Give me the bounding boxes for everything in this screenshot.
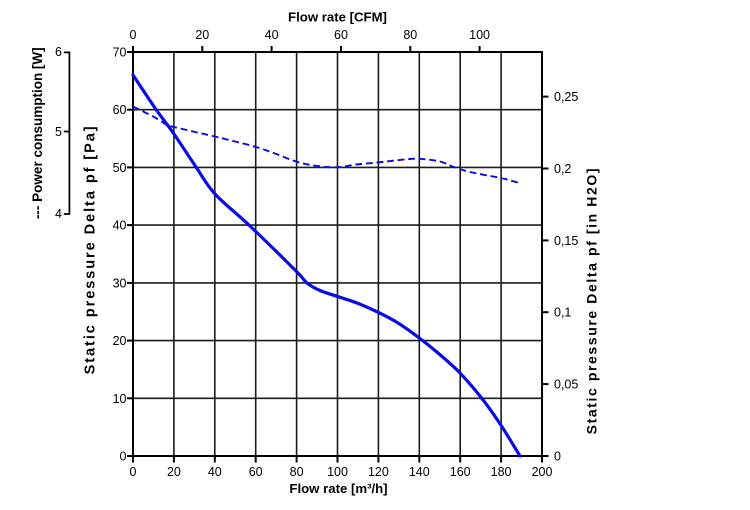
svg-text:100: 100 bbox=[469, 28, 490, 42]
svg-text:0: 0 bbox=[120, 450, 127, 464]
svg-text:0,2: 0,2 bbox=[554, 162, 571, 176]
svg-text:0,1: 0,1 bbox=[554, 306, 571, 320]
svg-text:20: 20 bbox=[167, 465, 181, 479]
svg-text:0,15: 0,15 bbox=[554, 234, 578, 248]
svg-text:80: 80 bbox=[290, 465, 304, 479]
svg-text:Flow rate [CFM]: Flow rate [CFM] bbox=[288, 10, 387, 25]
svg-text:0,05: 0,05 bbox=[554, 378, 578, 392]
svg-text:Flow rate [m³/h]: Flow rate [m³/h] bbox=[289, 481, 387, 496]
svg-text:20: 20 bbox=[113, 334, 127, 348]
svg-text:Static pressure Delta pf [Pa]: Static pressure Delta pf [Pa] bbox=[82, 124, 98, 374]
svg-text:20: 20 bbox=[195, 28, 209, 42]
svg-text:40: 40 bbox=[265, 28, 279, 42]
svg-text:100: 100 bbox=[327, 465, 348, 479]
svg-text:50: 50 bbox=[113, 161, 127, 175]
svg-text:140: 140 bbox=[409, 465, 430, 479]
svg-text:4: 4 bbox=[55, 207, 62, 221]
svg-text:--- Power consumption [W]: --- Power consumption [W] bbox=[30, 47, 45, 219]
svg-text:80: 80 bbox=[403, 28, 417, 42]
svg-text:30: 30 bbox=[113, 276, 127, 290]
svg-text:70: 70 bbox=[113, 46, 127, 60]
svg-text:60: 60 bbox=[249, 465, 263, 479]
svg-text:60: 60 bbox=[113, 103, 127, 117]
svg-text:40: 40 bbox=[113, 219, 127, 233]
svg-text:160: 160 bbox=[450, 465, 471, 479]
svg-text:120: 120 bbox=[368, 465, 389, 479]
svg-text:0: 0 bbox=[130, 465, 137, 479]
svg-text:0,25: 0,25 bbox=[554, 90, 578, 104]
svg-text:0: 0 bbox=[554, 450, 561, 464]
svg-text:0: 0 bbox=[130, 28, 137, 42]
svg-text:10: 10 bbox=[113, 392, 127, 406]
svg-text:5: 5 bbox=[55, 125, 62, 139]
svg-text:60: 60 bbox=[334, 28, 348, 42]
svg-text:180: 180 bbox=[491, 465, 512, 479]
svg-text:6: 6 bbox=[55, 45, 62, 59]
svg-text:40: 40 bbox=[208, 465, 222, 479]
svg-text:Static pressure Delta pf [in H: Static pressure Delta pf [in H2O] bbox=[583, 167, 599, 435]
svg-text:200: 200 bbox=[532, 465, 553, 479]
